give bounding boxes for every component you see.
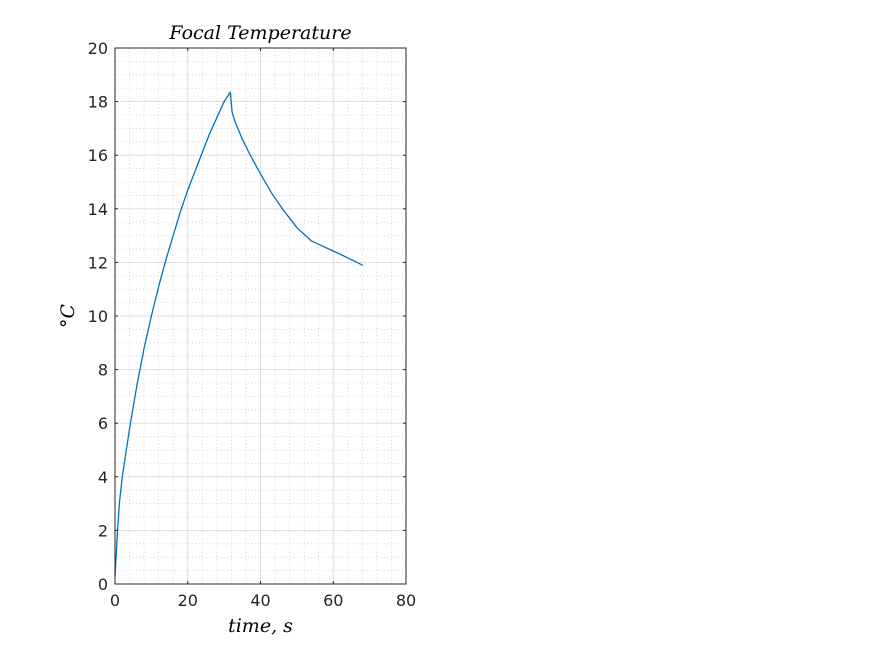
plot-area: 0 20 40 60 80 0 2 4 6 8 10 12 14 16 18 20 Focal Temperat… [57,22,416,637]
x-axis-label: time, s [228,615,293,637]
y-tick-label: 20 [88,39,108,58]
y-tick-label: 16 [88,146,108,165]
x-tick-label: 0 [110,591,120,610]
x-tick-label: 80 [396,591,416,610]
y-axis-label: °C [57,304,79,329]
series-line-0 [114,91,363,577]
y-tick-label: 2 [98,521,108,540]
y-tick-label: 12 [88,253,108,272]
y-tick-label: 6 [98,414,108,433]
x-tick-label: 60 [323,591,343,610]
x-tick-label: 40 [250,591,270,610]
y-tick-label: 8 [98,361,108,380]
y-tick-label: 0 [98,575,108,594]
y-tick-label: 4 [98,468,108,487]
y-tick-label: 18 [88,93,108,112]
y-tick-label: 10 [88,307,108,326]
x-tick-label: 20 [178,591,198,610]
y-tick-label: 14 [88,200,108,219]
chart-title: Focal Temperature [168,22,351,44]
